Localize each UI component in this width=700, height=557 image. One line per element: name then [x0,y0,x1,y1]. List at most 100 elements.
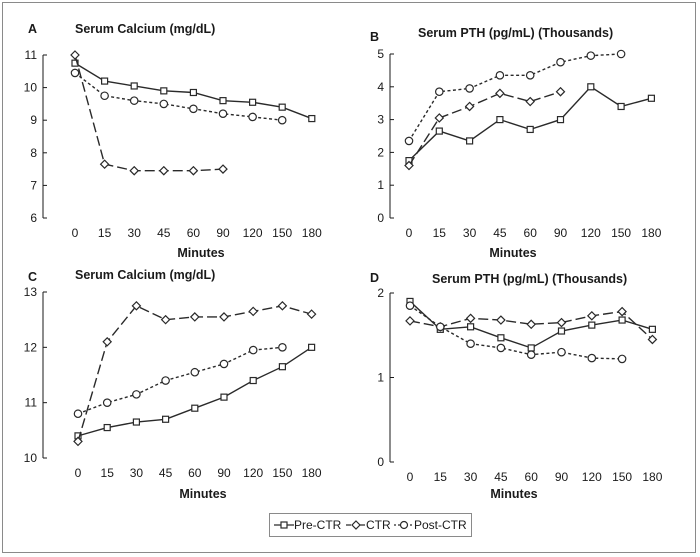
point-ctr-d [465,313,476,324]
series-line-ctr-b [408,91,561,166]
x-tick-label-c: 180 [302,466,322,480]
series-line-post-ctr-c [77,346,283,415]
point-pre-ctr-c [220,393,228,401]
x-tick-label-c: 120 [243,466,263,480]
point-pre-ctr-d [557,327,566,335]
point-post-ctr-d [466,339,475,349]
point-ctr-c [160,314,171,325]
point-post-ctr-d [587,353,597,363]
x-axis-label-d: Minutes [490,487,537,501]
point-pre-ctr-c [249,376,257,385]
point-ctr-c [219,312,229,322]
point-post-ctr-d [405,301,415,310]
point-pre-ctr-a [249,98,257,106]
point-pre-ctr-d [497,334,505,342]
series-line-ctr-a [74,54,224,172]
point-ctr-c [248,306,259,317]
legend-diamond-marker-icon [346,520,366,530]
legend-label-ctr: CTR [366,518,391,532]
y-tick-label-a: 8 [30,146,37,160]
point-post-ctr-c [132,390,141,399]
point-pre-ctr-d [467,323,475,331]
point-post-ctr-b [556,57,565,67]
point-ctr-d [496,315,506,325]
x-tick-label-c: 150 [272,466,292,480]
x-tick-label-b: 60 [524,226,538,240]
x-tick-label-d: 180 [642,470,662,484]
point-ctr-a [70,50,80,60]
point-post-ctr-c [219,359,229,369]
legend-item-pre-ctr: Pre-CTR [274,517,341,532]
point-pre-ctr-c [132,418,140,426]
point-ctr-a [158,165,169,176]
point-post-ctr-a [129,96,139,105]
point-ctr-a [218,164,228,174]
x-tick-label-c: 15 [101,466,115,480]
point-ctr-b [464,101,475,112]
point-pre-ctr-a [100,77,109,85]
y-tick-label-a: 10 [24,81,38,95]
point-ctr-c [73,436,83,447]
x-tick-label-b: 30 [463,226,477,240]
point-post-ctr-b [616,49,626,59]
y-tick-label-b: 4 [377,80,384,94]
point-pre-ctr-a [278,103,286,111]
point-pre-ctr-a [308,114,316,123]
x-tick-label-b: 15 [433,226,447,240]
x-tick-label-d: 90 [555,470,569,484]
x-tick-label-a: 120 [243,226,263,240]
chart-title-b: Serum PTH (pg/mL) (Thousands) [418,26,613,40]
x-tick-label-b: 120 [581,226,601,240]
point-post-ctr-d [617,354,627,364]
y-tick-label-b: 0 [377,211,384,225]
x-tick-label-d: 0 [407,470,414,484]
point-pre-ctr-b [526,125,534,134]
point-ctr-a [188,165,199,176]
point-post-ctr-d [557,347,566,357]
point-ctr-c [102,336,113,347]
y-tick-label-c: 11 [25,396,38,410]
series-line-ctr-d [409,310,653,340]
point-pre-ctr-b [496,115,504,124]
y-tick-label-b: 1 [377,178,384,192]
legend-label-pre-ctr: Pre-CTR [294,518,342,532]
y-tick-label-c: 10 [24,451,38,465]
point-post-ctr-b [434,87,444,97]
y-tick-label-b: 3 [377,113,384,127]
panel-label-a: A [28,22,37,36]
series-line-post-ctr-d [409,305,623,360]
point-pre-ctr-d [527,344,535,352]
panel-label-b: B [370,30,379,44]
point-pre-ctr-a [189,88,197,97]
point-post-ctr-a [189,104,198,114]
point-post-ctr-b [465,84,474,93]
x-tick-label-a: 45 [157,226,171,240]
x-tick-label-d: 45 [494,470,508,484]
series-line-post-ctr-a [74,72,283,121]
point-pre-ctr-a [130,82,138,90]
point-pre-ctr-d [588,321,596,329]
y-tick-label-d: 2 [377,286,384,300]
panel-label-d: D [370,271,379,285]
point-ctr-d [556,317,567,328]
point-post-ctr-d [496,343,506,353]
point-ctr-b [555,86,566,97]
x-tick-label-a: 15 [98,226,112,240]
point-post-ctr-c [248,345,258,355]
point-pre-ctr-a [219,97,227,105]
x-tick-label-c: 60 [188,466,202,480]
point-ctr-b [434,113,445,123]
x-tick-label-b: 150 [611,226,631,240]
point-pre-ctr-a [160,87,168,95]
chart-title-d: Serum PTH (pg/mL) (Thousands) [432,272,627,286]
x-tick-label-a: 0 [72,226,79,240]
x-axis-label-a: Minutes [177,246,224,260]
legend-square-marker-icon [274,521,294,529]
point-post-ctr-c [161,376,170,385]
x-tick-label-a: 90 [216,226,230,240]
panel-label-c: C [28,270,37,284]
point-pre-ctr-b [466,137,474,145]
point-post-ctr-a [218,109,228,118]
x-tick-label-c: 45 [159,466,173,480]
point-pre-ctr-d [618,316,626,324]
